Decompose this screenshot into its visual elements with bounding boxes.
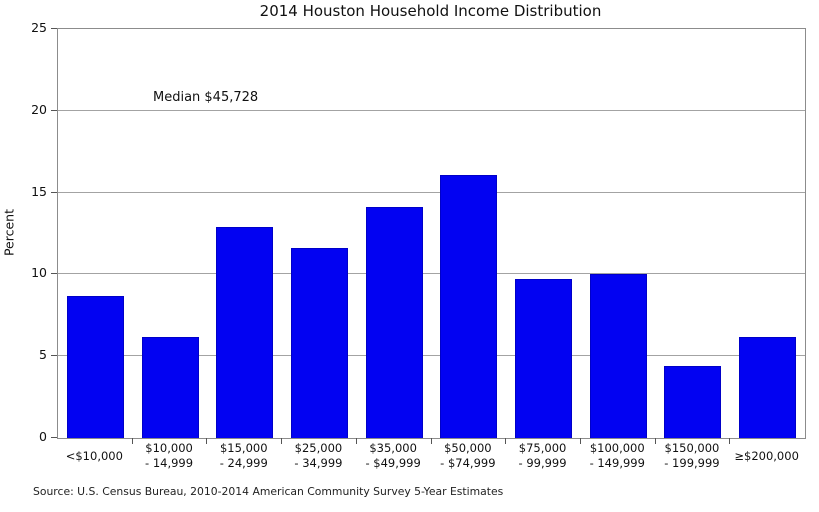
- x-tick-label-$50,000 - $74,999: $50,000- $74,999: [440, 441, 496, 470]
- gridline-y-5: [58, 355, 805, 357]
- y-tick-label-0: 0: [39, 429, 47, 444]
- x-tick-label-<$10,000: <$10,000: [65, 448, 123, 463]
- x-tick-label-$15,000 - 24,999: $15,000- 24,999: [219, 441, 268, 470]
- y-tick-mark-20: [51, 109, 57, 111]
- y-tick-label-15: 15: [31, 183, 47, 199]
- bar-$75,000 - 99,999: [515, 279, 573, 438]
- y-tick-mark-15: [51, 191, 57, 193]
- x-tick-mark-7: [579, 438, 581, 444]
- y-tick-label-25: 25: [31, 20, 47, 35]
- y-tick-mark-5: [51, 355, 57, 357]
- x-tick-label-$150,000 - 199,999: $150,000- 199,999: [664, 441, 720, 470]
- x-tick-label-$10,000 - 14,999: $10,000- 14,999: [145, 441, 194, 470]
- bar-$150,000 - 199,999: [664, 366, 722, 438]
- y-tick-mark-25: [51, 28, 57, 29]
- bar-$100,000 - 149,999: [589, 274, 647, 438]
- y-tick-mark-10: [51, 273, 57, 275]
- bar-<$10,000: [66, 295, 124, 438]
- bar-$15,000 - 24,999: [216, 226, 274, 438]
- x-tick-label-≥$200,000: ≥$200,000: [734, 448, 799, 463]
- y-tick-label-20: 20: [31, 101, 47, 117]
- x-tick-mark-6: [505, 438, 507, 444]
- x-tick-mark-8: [654, 438, 656, 444]
- median-annotation: Median $45,728: [153, 90, 259, 105]
- x-tick-mark-5: [430, 438, 432, 444]
- x-tick-mark-9: [729, 438, 731, 444]
- y-tick-mark-0: [51, 437, 57, 438]
- y-axis-label: Percent: [1, 208, 17, 257]
- y-tick-label-5: 5: [39, 347, 47, 363]
- x-tick-mark-3: [281, 438, 283, 444]
- x-tick-mark-2: [206, 438, 208, 444]
- bar-$25,000 - 34,999: [290, 248, 348, 438]
- y-tick-label-10: 10: [31, 265, 47, 281]
- gridline-y-10: [58, 273, 805, 275]
- bar-≥$200,000: [739, 336, 797, 438]
- source-note: Source: U.S. Census Bureau, 2010-2014 Am…: [33, 485, 504, 498]
- chart-title: 2014 Houston Household Income Distributi…: [259, 2, 602, 20]
- x-tick-label-$35,000 - $49,999: $35,000- $49,999: [365, 441, 421, 470]
- x-tick-label-$100,000 - 149,999: $100,000- 149,999: [589, 441, 645, 470]
- plot-area: Median $45,728: [57, 28, 806, 439]
- gridline-y-20: [58, 109, 805, 111]
- bar-$10,000 - 14,999: [141, 336, 199, 438]
- x-tick-label-$75,000 - 99,999: $75,000- 99,999: [518, 441, 567, 470]
- bar-$35,000 - $49,999: [365, 207, 423, 438]
- gridline-y-15: [58, 191, 805, 193]
- x-tick-label-$25,000 - 34,999: $25,000- 34,999: [294, 441, 343, 470]
- x-tick-mark-4: [355, 438, 357, 444]
- bar-$50,000 - $74,999: [440, 174, 498, 438]
- x-tick-mark-1: [131, 438, 133, 444]
